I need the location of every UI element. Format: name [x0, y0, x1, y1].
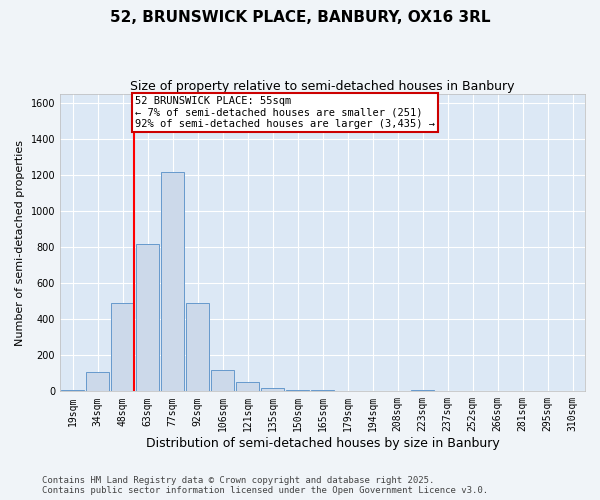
- Bar: [336, 391, 359, 392]
- Bar: [211, 370, 234, 392]
- Bar: [411, 390, 434, 392]
- Text: 52 BRUNSWICK PLACE: 55sqm
← 7% of semi-detached houses are smaller (251)
92% of : 52 BRUNSWICK PLACE: 55sqm ← 7% of semi-d…: [135, 96, 435, 129]
- Bar: [61, 390, 84, 392]
- Bar: [261, 388, 284, 392]
- Text: 52, BRUNSWICK PLACE, BANBURY, OX16 3RL: 52, BRUNSWICK PLACE, BANBURY, OX16 3RL: [110, 10, 490, 25]
- Bar: [136, 244, 159, 392]
- Title: Size of property relative to semi-detached houses in Banbury: Size of property relative to semi-detach…: [130, 80, 515, 93]
- Bar: [186, 303, 209, 392]
- Bar: [311, 390, 334, 392]
- X-axis label: Distribution of semi-detached houses by size in Banbury: Distribution of semi-detached houses by …: [146, 437, 499, 450]
- Bar: [161, 172, 184, 392]
- Bar: [286, 390, 309, 392]
- Text: Contains HM Land Registry data © Crown copyright and database right 2025.
Contai: Contains HM Land Registry data © Crown c…: [42, 476, 488, 495]
- Y-axis label: Number of semi-detached properties: Number of semi-detached properties: [15, 140, 25, 346]
- Bar: [111, 303, 134, 392]
- Bar: [86, 372, 109, 392]
- Bar: [236, 382, 259, 392]
